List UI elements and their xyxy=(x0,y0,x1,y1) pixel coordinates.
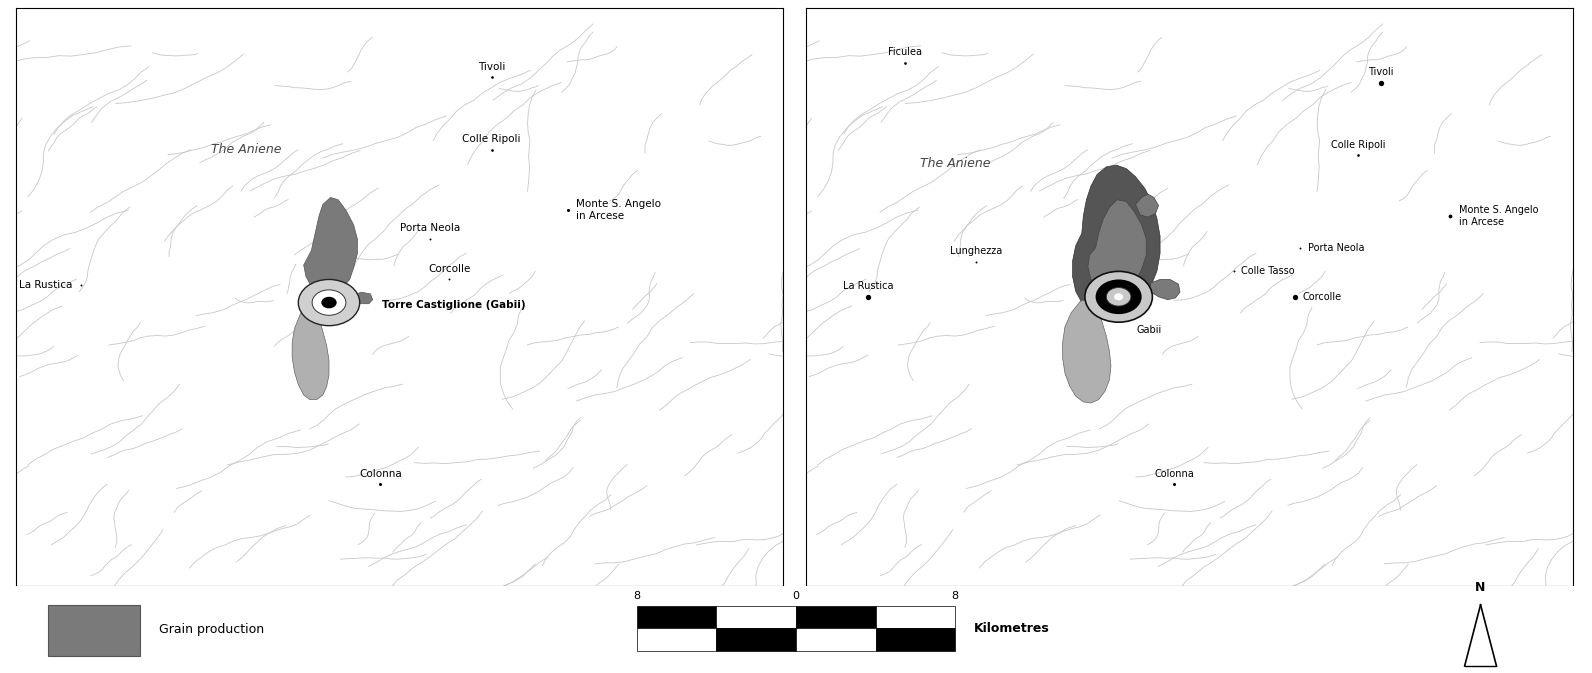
Circle shape xyxy=(1106,287,1130,306)
Bar xyxy=(876,629,955,651)
Text: La Rustica: La Rustica xyxy=(19,280,72,290)
Text: Torre Castiglione (Gabii): Torre Castiglione (Gabii) xyxy=(382,300,525,310)
Text: Porta Neola: Porta Neola xyxy=(1309,243,1364,252)
Polygon shape xyxy=(1073,165,1161,315)
Text: Lunghezza: Lunghezza xyxy=(950,246,1001,256)
Polygon shape xyxy=(353,292,373,304)
Text: Colle Ripoli: Colle Ripoli xyxy=(462,134,521,144)
Text: Colle Tasso: Colle Tasso xyxy=(1242,266,1294,276)
Text: 8: 8 xyxy=(952,592,958,601)
Text: 0: 0 xyxy=(793,592,799,601)
Circle shape xyxy=(1114,293,1124,300)
Text: Gabii: Gabii xyxy=(1137,324,1162,334)
Circle shape xyxy=(1095,279,1141,314)
Text: Colonna: Colonna xyxy=(360,468,401,479)
Circle shape xyxy=(322,297,336,308)
Bar xyxy=(716,606,796,629)
Text: Grain production: Grain production xyxy=(159,623,264,636)
Text: Colle Ripoli: Colle Ripoli xyxy=(1331,139,1385,149)
Text: The Aniene: The Aniene xyxy=(920,157,990,170)
Bar xyxy=(637,606,716,629)
Text: 8: 8 xyxy=(634,592,640,601)
Text: Colonna: Colonna xyxy=(1154,468,1194,479)
Text: Monte S. Angelo
in Arcese: Monte S. Angelo in Arcese xyxy=(1460,205,1539,227)
Polygon shape xyxy=(293,294,330,400)
Bar xyxy=(48,605,140,656)
Polygon shape xyxy=(304,197,357,294)
Polygon shape xyxy=(1149,279,1180,299)
Polygon shape xyxy=(1062,297,1111,403)
Circle shape xyxy=(298,279,360,326)
Bar xyxy=(716,629,796,651)
Polygon shape xyxy=(1087,200,1146,295)
Bar xyxy=(637,629,716,651)
Text: La Rustica: La Rustica xyxy=(844,281,893,291)
Bar xyxy=(876,606,955,629)
Bar xyxy=(796,606,876,629)
Circle shape xyxy=(1084,271,1153,322)
Text: Monte S. Angelo
in Arcese: Monte S. Angelo in Arcese xyxy=(576,199,661,221)
Text: Porta Neola: Porta Neola xyxy=(400,223,460,234)
Text: Tivoli: Tivoli xyxy=(478,62,505,71)
Text: Tivoli: Tivoli xyxy=(1368,67,1395,77)
Text: N: N xyxy=(1476,581,1485,594)
Text: Kilometres: Kilometres xyxy=(974,622,1051,635)
Text: The Aniene: The Aniene xyxy=(210,143,282,156)
Bar xyxy=(796,629,876,651)
Text: Ficulea: Ficulea xyxy=(888,47,922,57)
Text: Corcolle: Corcolle xyxy=(428,264,471,274)
Text: Corcolle: Corcolle xyxy=(1302,292,1342,302)
Polygon shape xyxy=(1135,194,1159,217)
Circle shape xyxy=(312,290,345,315)
